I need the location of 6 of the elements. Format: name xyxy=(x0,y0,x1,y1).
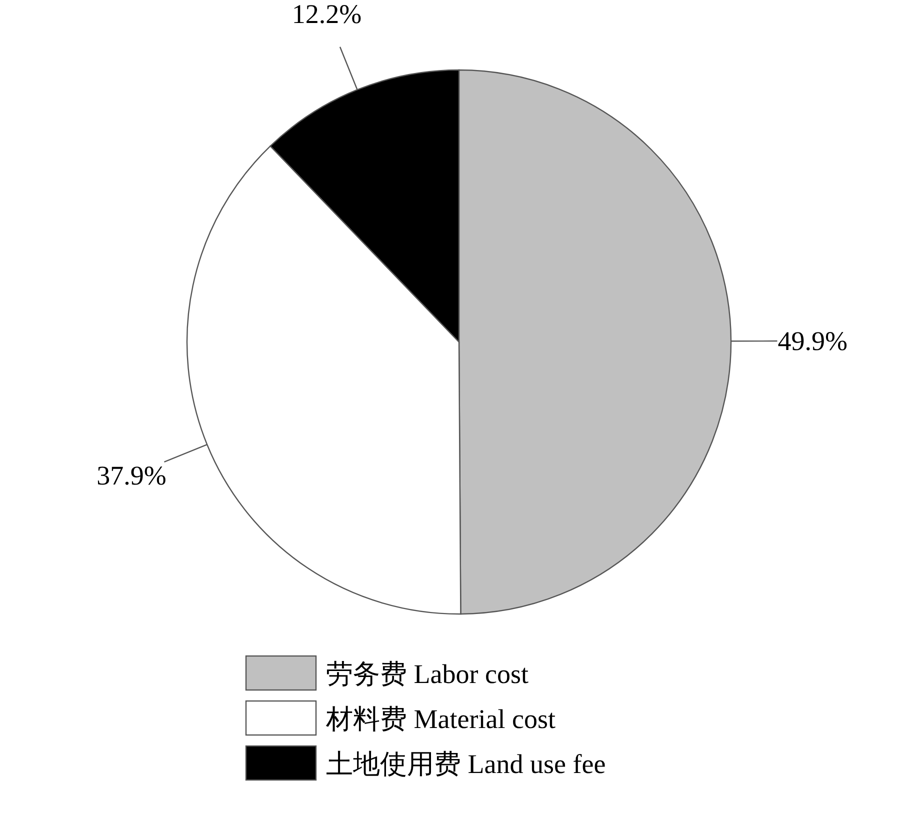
legend-label: 材料费 Material cost xyxy=(325,704,556,734)
data-label: 49.9% xyxy=(778,326,848,356)
legend-label: 土地使用费 Land use fee xyxy=(326,749,606,779)
data-label: 37.9% xyxy=(96,460,166,490)
data-label: 12.2% xyxy=(292,0,362,30)
legend-label: 劳务费 Labor cost xyxy=(326,659,529,689)
